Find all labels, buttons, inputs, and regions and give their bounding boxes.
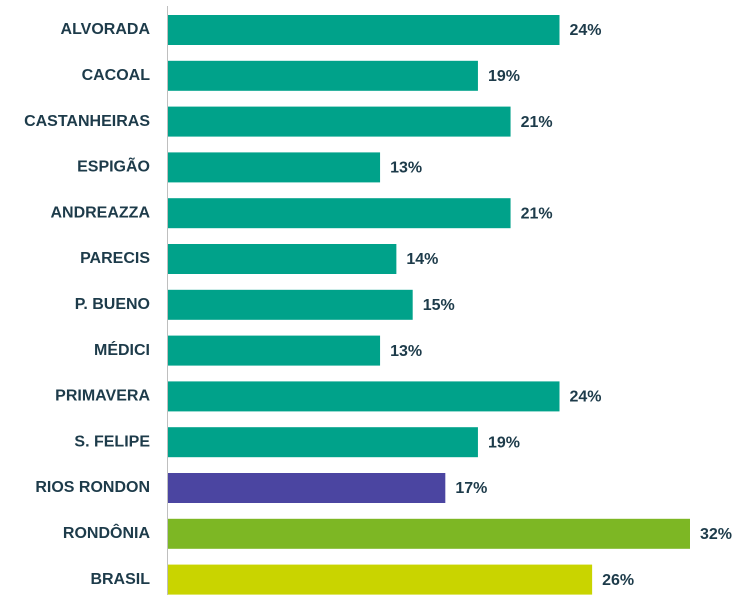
value-label: 26% — [602, 572, 634, 589]
value-label: 13% — [390, 343, 422, 360]
category-label: RONDÔNIA — [63, 523, 151, 542]
bar — [168, 198, 511, 229]
category-label: CASTANHEIRAS — [24, 113, 150, 130]
category-label: CACOAL — [82, 67, 151, 84]
category-label: BRASIL — [90, 571, 150, 588]
category-label: S. FELIPE — [74, 433, 150, 450]
category-label: ALVORADA — [61, 21, 151, 38]
category-label: ESPIGÃO — [77, 156, 150, 176]
category-label: RIOS RONDON — [35, 479, 150, 496]
bar — [168, 244, 397, 274]
bar — [168, 564, 593, 595]
category-label: PRIMAVERA — [55, 388, 150, 405]
value-label: 24% — [570, 389, 602, 406]
bar — [168, 152, 381, 183]
bar — [168, 427, 478, 458]
category-label: ANDREAZZA — [50, 204, 150, 221]
bar — [168, 473, 446, 503]
value-label: 14% — [406, 251, 438, 268]
value-label: 21% — [521, 114, 553, 131]
value-label: 13% — [390, 160, 422, 177]
value-label: 15% — [423, 297, 455, 314]
category-label: P. BUENO — [75, 296, 150, 313]
bar — [168, 335, 381, 366]
bar — [168, 518, 690, 549]
bar — [168, 106, 511, 137]
bar — [168, 289, 413, 320]
bar — [168, 15, 560, 45]
value-label: 19% — [488, 68, 520, 85]
bar — [168, 381, 560, 412]
value-label: 17% — [455, 480, 487, 497]
category-label: MÉDICI — [94, 340, 150, 359]
bar — [168, 60, 478, 91]
value-label: 19% — [488, 434, 520, 451]
value-label: 21% — [521, 205, 553, 222]
category-label: PARECIS — [80, 250, 150, 267]
value-label: 32% — [700, 526, 732, 543]
value-label: 24% — [570, 22, 602, 39]
